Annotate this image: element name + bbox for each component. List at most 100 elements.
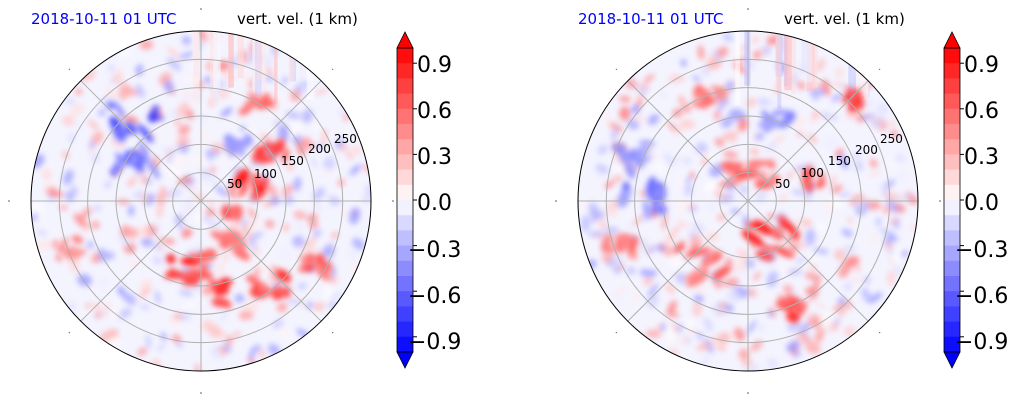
feature-blob: [112, 163, 123, 173]
speckle: [105, 251, 115, 260]
feature-blob: [786, 293, 799, 304]
speckle: [167, 187, 182, 199]
feature-blob: [817, 179, 825, 188]
speckle: [312, 187, 325, 201]
feature-blob: [689, 247, 711, 258]
speckle: [869, 158, 878, 168]
speckle: [618, 96, 632, 103]
speckle: [843, 283, 852, 291]
stripe: [192, 31, 199, 107]
colorbar-level: [397, 48, 413, 64]
colorbar-level: [397, 200, 413, 216]
speckle: [253, 266, 260, 281]
speckle: [692, 74, 702, 83]
speckle: [843, 326, 856, 337]
speckle: [166, 317, 183, 325]
feature-blob: [184, 268, 199, 278]
speckle: [305, 243, 318, 253]
stripe: [860, 31, 869, 101]
speckle: [205, 150, 213, 162]
feature-blob: [640, 143, 650, 153]
feature-blob: [192, 270, 213, 280]
speckle: [639, 268, 653, 277]
speckle: [120, 48, 132, 58]
speckle: [755, 190, 767, 203]
colorbar-level: [944, 306, 960, 323]
colorbar-level: [397, 321, 413, 338]
speckle: [745, 364, 761, 371]
stripe: [299, 31, 306, 79]
colorbar-level: [944, 139, 960, 155]
feature-blob: [672, 244, 686, 254]
stripe: [237, 31, 244, 79]
speckle: [671, 126, 689, 136]
speckle: [669, 312, 680, 318]
feature-blob: [70, 247, 81, 260]
speckle: [76, 273, 92, 287]
speckle: [41, 168, 52, 181]
speckle: [145, 334, 152, 349]
speckle: [700, 68, 710, 77]
feature-blob: [151, 105, 160, 114]
feature-blob: [733, 169, 760, 180]
speckle: [666, 300, 677, 317]
feature-blob: [842, 94, 852, 103]
feature-blob: [752, 219, 773, 236]
feature-blob: [656, 204, 668, 215]
feature-blob: [166, 253, 176, 264]
speckle: [796, 81, 806, 90]
colorbar-tick-0.6: 0.6: [964, 99, 999, 124]
speckle: [242, 74, 252, 82]
feature-blob: [313, 256, 320, 270]
speckle: [314, 142, 325, 152]
speckle: [156, 202, 163, 219]
speckle: [764, 294, 773, 302]
radial-tick-50: 50: [227, 177, 242, 191]
speckle: [179, 51, 195, 60]
speckle: [735, 255, 747, 269]
speckle: [70, 103, 85, 116]
speckle: [166, 166, 183, 179]
grid-spoke: [747, 80, 869, 202]
speckle: [293, 176, 302, 192]
speckle: [92, 204, 102, 212]
speckle: [91, 220, 100, 230]
speckle: [613, 266, 621, 275]
speckle: [805, 341, 821, 355]
stripe: [256, 31, 263, 81]
radial-tick-250: 250: [334, 132, 357, 146]
speckle: [301, 108, 313, 123]
speckle: [763, 47, 772, 55]
speckle: [75, 88, 83, 96]
speckle: [786, 340, 800, 353]
speckle: [612, 174, 623, 183]
speckle: [127, 177, 137, 187]
angular-tick-mark: [747, 8, 749, 10]
speckle: [834, 67, 845, 78]
feature-blob: [235, 144, 246, 157]
speckle: [104, 180, 112, 189]
colorbar-level: [397, 78, 413, 95]
speckle: [680, 58, 687, 67]
speckle: [764, 141, 778, 152]
speckle: [846, 217, 854, 224]
speckle: [73, 213, 88, 228]
colorbar-tick-m0.9: −0.9: [955, 330, 1008, 355]
speckle: [113, 67, 124, 77]
speckle: [351, 145, 362, 156]
speckle: [704, 180, 719, 193]
feature-blob: [693, 84, 703, 96]
speckle: [780, 86, 792, 101]
speckle: [699, 152, 714, 160]
feature-blob: [228, 209, 240, 221]
speckle: [839, 83, 847, 90]
speckle: [828, 321, 840, 332]
radial-tick-200: 200: [855, 143, 878, 157]
feature-blob: [853, 88, 862, 98]
speckle: [194, 362, 200, 371]
colorbar-level: [944, 260, 960, 277]
feature-blob: [214, 291, 221, 297]
feature-blob: [112, 125, 126, 142]
feature-blob: [786, 311, 800, 323]
feature-blob: [635, 147, 649, 163]
